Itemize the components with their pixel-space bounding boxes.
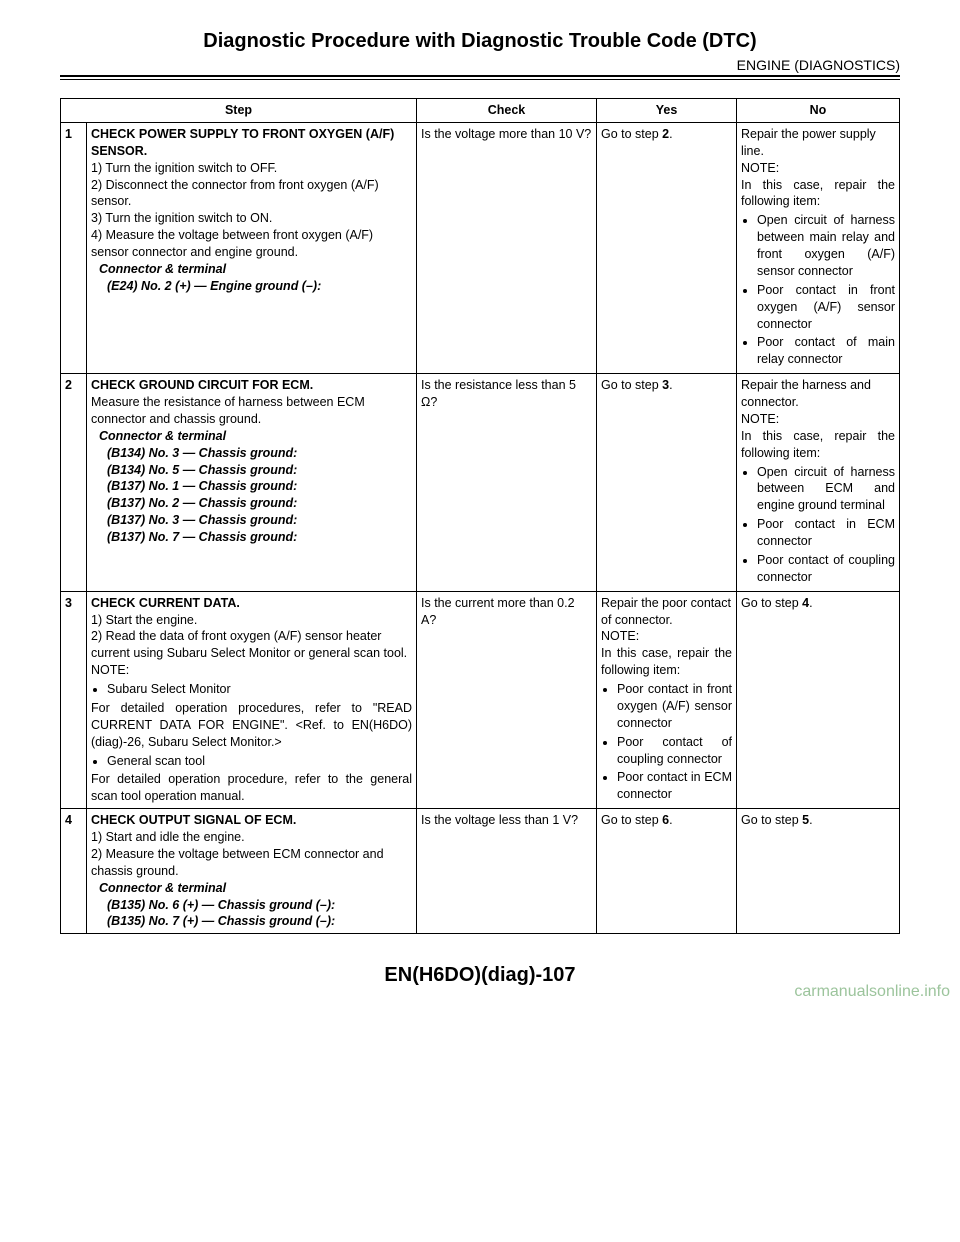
col-check: Check — [417, 99, 597, 123]
yes-cell: Go to step 3. — [597, 374, 737, 592]
yes-text: Go to step — [601, 378, 662, 392]
page-title: Diagnostic Procedure with Diagnostic Tro… — [60, 30, 900, 53]
step-line: 1) Start the engine. — [91, 612, 412, 629]
check-cell: Is the resistance less than 5 Ω? — [417, 374, 597, 592]
list-item: Poor contact of main relay connector — [757, 334, 895, 368]
step-line: 1) Turn the ignition switch to OFF. — [91, 160, 412, 177]
connector-heading: Connector & terminal — [91, 261, 412, 278]
watermark: carmanualsonline.info — [794, 983, 950, 1001]
list-item: Poor contact in front oxygen (A/F) senso… — [617, 681, 732, 732]
connector-line: (B137) No. 2 — Chassis ground: — [91, 495, 412, 512]
step-title: CHECK OUTPUT SIGNAL OF ECM. — [91, 812, 412, 829]
connector-heading: Connector & terminal — [91, 880, 412, 897]
step-cell: CHECK CURRENT DATA. 1) Start the engine.… — [87, 591, 417, 809]
page-footer-code: EN(H6DO)(diag)-107 — [60, 964, 900, 987]
step-cell: CHECK GROUND CIRCUIT FOR ECM. Measure th… — [87, 374, 417, 592]
connector-line: (B137) No. 3 — Chassis ground: — [91, 512, 412, 529]
check-cell: Is the current more than 0.2 A? — [417, 591, 597, 809]
page-subtitle: ENGINE (DIAGNOSTICS) — [60, 57, 900, 77]
step-number: 4 — [61, 809, 87, 934]
yes-text: Go to step — [601, 127, 662, 141]
header-divider — [60, 79, 900, 80]
note-bullets: General scan tool — [91, 753, 412, 770]
no-text: In this case, repair the following item: — [741, 428, 895, 462]
no-suffix: . — [809, 813, 812, 827]
list-item: Poor contact of coupling connector — [617, 734, 732, 768]
diagnostic-table: Step Check Yes No 1 CHECK POWER SUPPLY T… — [60, 98, 900, 934]
note-label: NOTE: — [91, 662, 412, 679]
check-cell: Is the voltage less than 1 V? — [417, 809, 597, 934]
list-item: Subaru Select Monitor — [107, 681, 412, 698]
step-title: CHECK CURRENT DATA. — [91, 595, 412, 612]
no-text: Repair the harness and connector. — [741, 377, 895, 411]
no-bullets: Open circuit of harness between main rel… — [741, 212, 895, 368]
list-item: Poor contact in front oxygen (A/F) senso… — [757, 282, 895, 333]
step-cell: CHECK POWER SUPPLY TO FRONT OXYGEN (A/F)… — [87, 122, 417, 373]
yes-suffix: . — [669, 127, 672, 141]
connector-line: (B134) No. 3 — Chassis ground: — [91, 445, 412, 462]
table-row: 2 CHECK GROUND CIRCUIT FOR ECM. Measure … — [61, 374, 900, 592]
step-line: 2) Measure the voltage between ECM conne… — [91, 846, 412, 880]
step-number: 1 — [61, 122, 87, 373]
note-text: For detailed operation procedures, refer… — [91, 700, 412, 751]
yes-text: Go to step — [601, 813, 662, 827]
list-item: Poor contact of coupling connector — [757, 552, 895, 586]
yes-note-label: NOTE: — [601, 628, 732, 645]
list-item: General scan tool — [107, 753, 412, 770]
yes-cell: Repair the poor contact of connector. NO… — [597, 591, 737, 809]
yes-suffix: . — [669, 813, 672, 827]
table-row: 4 CHECK OUTPUT SIGNAL OF ECM. 1) Start a… — [61, 809, 900, 934]
no-cell: Go to step 4. — [737, 591, 900, 809]
step-line: 4) Measure the voltage between front oxy… — [91, 227, 412, 261]
connector-line: (B137) No. 1 — Chassis ground: — [91, 478, 412, 495]
note-text: For detailed operation procedure, refer … — [91, 771, 412, 805]
step-line: 3) Turn the ignition switch to ON. — [91, 210, 412, 227]
step-line: Measure the resistance of harness betwee… — [91, 394, 412, 428]
no-text: Go to step — [741, 813, 802, 827]
yes-text: In this case, repair the following item: — [601, 645, 732, 679]
step-title: CHECK POWER SUPPLY TO FRONT OXYGEN (A/F)… — [91, 126, 412, 160]
col-yes: Yes — [597, 99, 737, 123]
no-cell: Go to step 5. — [737, 809, 900, 934]
connector-line: (B135) No. 6 (+) — Chassis ground (–): — [91, 897, 412, 914]
col-step: Step — [61, 99, 417, 123]
list-item: Poor contact in ECM connector — [757, 516, 895, 550]
connector-heading: Connector & terminal — [91, 428, 412, 445]
step-number: 2 — [61, 374, 87, 592]
no-bullets: Open circuit of harness between ECM and … — [741, 464, 895, 586]
list-item: Open circuit of harness between main rel… — [757, 212, 895, 280]
col-no: No — [737, 99, 900, 123]
yes-text: Repair the poor contact of connector. — [601, 595, 732, 629]
no-cell: Repair the power supply line. NOTE: In t… — [737, 122, 900, 373]
table-header-row: Step Check Yes No — [61, 99, 900, 123]
connector-line: (E24) No. 2 (+) — Engine ground (–): — [91, 278, 412, 295]
check-cell: Is the voltage more than 10 V? — [417, 122, 597, 373]
step-title: CHECK GROUND CIRCUIT FOR ECM. — [91, 377, 412, 394]
step-number: 3 — [61, 591, 87, 809]
step-line: 1) Start and idle the engine. — [91, 829, 412, 846]
step-line: 2) Read the data of front oxygen (A/F) s… — [91, 628, 412, 662]
no-note-label: NOTE: — [741, 160, 895, 177]
list-item: Open circuit of harness between ECM and … — [757, 464, 895, 515]
table-row: 1 CHECK POWER SUPPLY TO FRONT OXYGEN (A/… — [61, 122, 900, 373]
yes-bullets: Poor contact in front oxygen (A/F) senso… — [601, 681, 732, 803]
no-text: In this case, repair the following item: — [741, 177, 895, 211]
note-bullets: Subaru Select Monitor — [91, 681, 412, 698]
no-text: Go to step — [741, 596, 802, 610]
list-item: Poor contact in ECM connector — [617, 769, 732, 803]
connector-line: (B135) No. 7 (+) — Chassis ground (–): — [91, 913, 412, 930]
yes-cell: Go to step 6. — [597, 809, 737, 934]
yes-suffix: . — [669, 378, 672, 392]
yes-cell: Go to step 2. — [597, 122, 737, 373]
no-note-label: NOTE: — [741, 411, 895, 428]
no-suffix: . — [809, 596, 812, 610]
connector-line: (B134) No. 5 — Chassis ground: — [91, 462, 412, 479]
step-line: 2) Disconnect the connector from front o… — [91, 177, 412, 211]
connector-line: (B137) No. 7 — Chassis ground: — [91, 529, 412, 546]
table-row: 3 CHECK CURRENT DATA. 1) Start the engin… — [61, 591, 900, 809]
no-text: Repair the power supply line. — [741, 126, 895, 160]
no-cell: Repair the harness and connector. NOTE: … — [737, 374, 900, 592]
step-cell: CHECK OUTPUT SIGNAL OF ECM. 1) Start and… — [87, 809, 417, 934]
